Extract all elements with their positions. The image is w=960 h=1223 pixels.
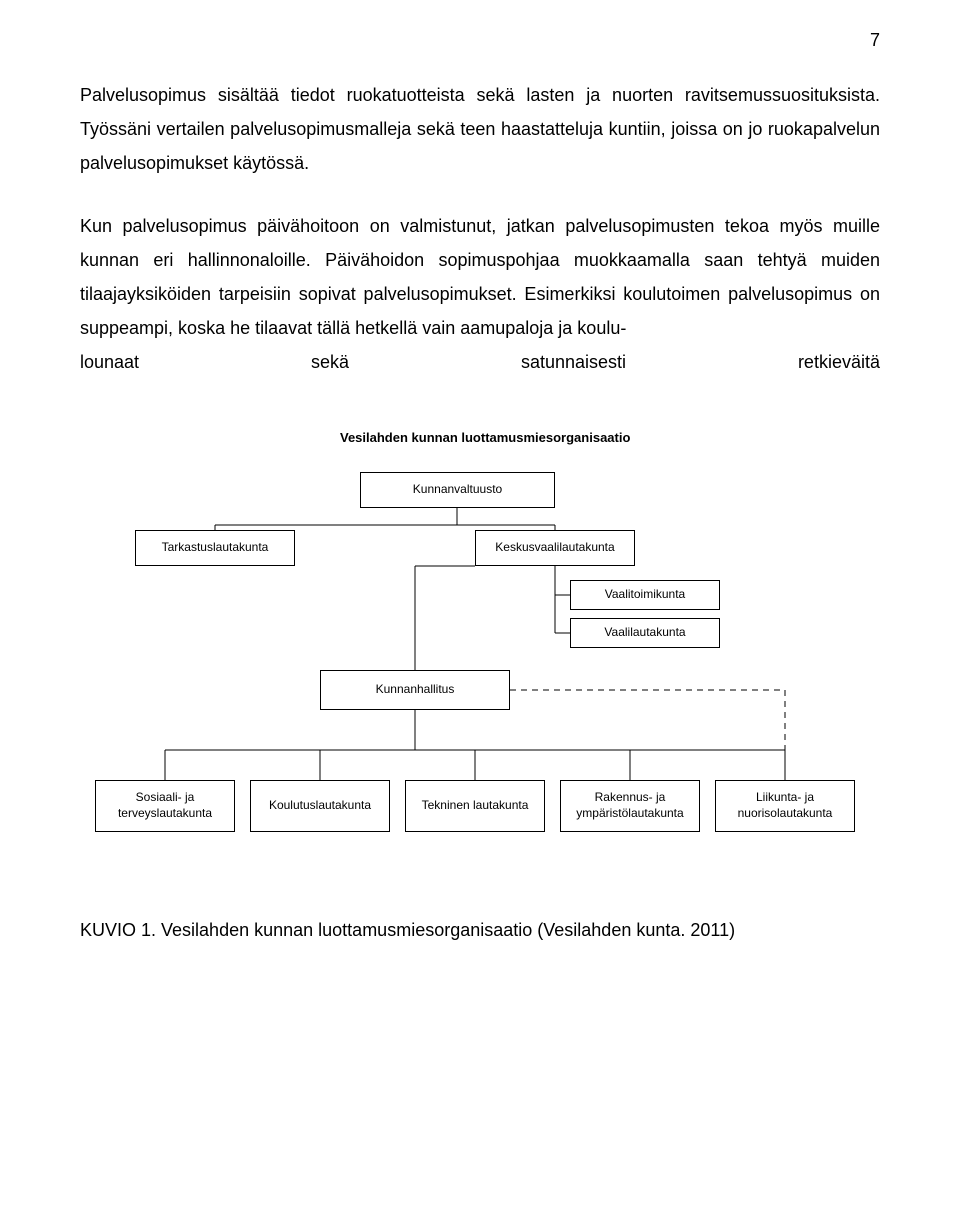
org-node: Koulutuslautakunta	[250, 780, 390, 832]
org-node: Liikunta- ja nuorisolautakunta	[715, 780, 855, 832]
paragraph-2-lastline: lounaat sekä satunnaisesti retkieväitä	[80, 345, 880, 379]
org-node: Sosiaali- ja terveyslautakunta	[95, 780, 235, 832]
page-number: 7	[870, 30, 880, 51]
paragraph-1: Palvelusopimus sisältää tiedot ruokatuot…	[80, 78, 880, 181]
org-node: Kunnanhallitus	[320, 670, 510, 710]
word: sekä	[311, 345, 349, 379]
org-node: Rakennus- ja ympäristölautakunta	[560, 780, 700, 832]
word: retkieväitä	[798, 345, 880, 379]
org-node: Vaalilautakunta	[570, 618, 720, 648]
word: lounaat	[80, 345, 139, 379]
paragraph-2-part1: Kun palvelusopimus päivähoitoon on valmi…	[80, 209, 880, 346]
org-node: Kunnanvaltuusto	[360, 472, 555, 508]
figure-caption: KUVIO 1. Vesilahden kunnan luottamusmies…	[80, 920, 880, 941]
org-node: Tarkastuslautakunta	[135, 530, 295, 566]
org-node: Keskusvaalilautakunta	[475, 530, 635, 566]
diagram-title: Vesilahden kunnan luottamusmiesorganisaa…	[340, 430, 630, 445]
page: 7 Palvelusopimus sisältää tiedot ruokatu…	[0, 0, 960, 981]
org-node: Tekninen lautakunta	[405, 780, 545, 832]
org-node: Vaalitoimikunta	[570, 580, 720, 610]
org-chart: Vesilahden kunnan luottamusmiesorganisaa…	[80, 420, 860, 880]
word: satunnaisesti	[521, 345, 626, 379]
